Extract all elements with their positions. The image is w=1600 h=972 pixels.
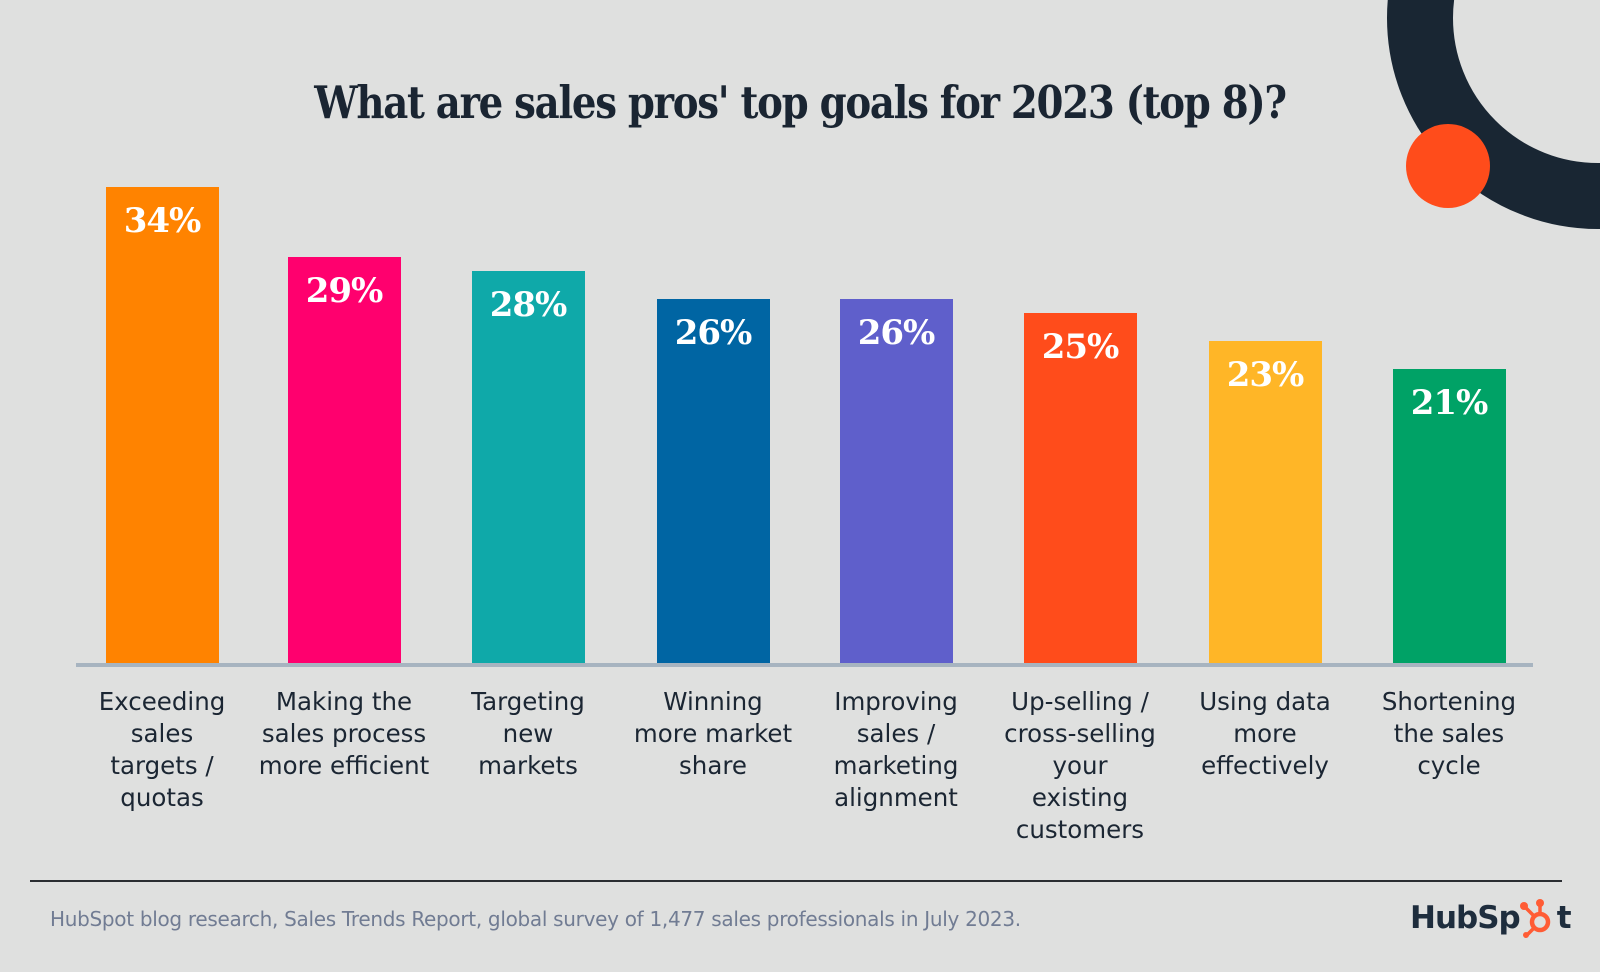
bar-value-label: 23% (1226, 355, 1305, 396)
category-label: Making the sales process more efficient (258, 687, 430, 780)
bar-value-label: 25% (1041, 327, 1120, 368)
sprocket-node (1519, 902, 1528, 910)
category-label: Improving sales / marketing alignment (833, 687, 959, 812)
sprocket-icon (1519, 899, 1550, 938)
category-label: Winning more market share (633, 687, 793, 780)
category-label: Shortening the sales cycle (1381, 687, 1517, 780)
sprocket-node (1522, 932, 1529, 938)
bar (656, 299, 770, 664)
category-label: Exceeding sales targets / quotas (98, 687, 226, 812)
source-note: HubSpot blog research, Sales Trends Repo… (50, 907, 1021, 931)
x-axis-baseline (76, 663, 1533, 667)
bar (1023, 313, 1137, 664)
bar-value-label: 34% (123, 201, 202, 241)
category-label: Using data more effectively (1199, 687, 1331, 780)
bar-value-label: 28% (489, 285, 568, 326)
chart-title: What are sales pros' top goals for 2023 … (314, 76, 1287, 129)
bar (1392, 369, 1506, 664)
sprocket-node (1535, 899, 1544, 907)
bar-value-label: 29% (305, 271, 384, 312)
footer-divider (30, 880, 1562, 882)
sprocket-hub (1529, 911, 1550, 933)
bar (839, 299, 953, 664)
hubspot-logo: HubSp t (1410, 898, 1572, 938)
bar-value-label: 21% (1410, 383, 1489, 424)
bar-value-label: 26% (857, 313, 936, 354)
bar-value-label: 26% (674, 313, 753, 354)
category-label: Up-selling / cross-selling your existing… (1004, 687, 1156, 844)
category-label: Targeting new markets (471, 687, 585, 780)
bar (105, 187, 219, 664)
brand-name-tail: t (1556, 900, 1572, 936)
bar (287, 257, 401, 664)
brand-name: HubSp (1410, 900, 1521, 936)
bar (471, 271, 585, 664)
bar (1208, 341, 1322, 664)
